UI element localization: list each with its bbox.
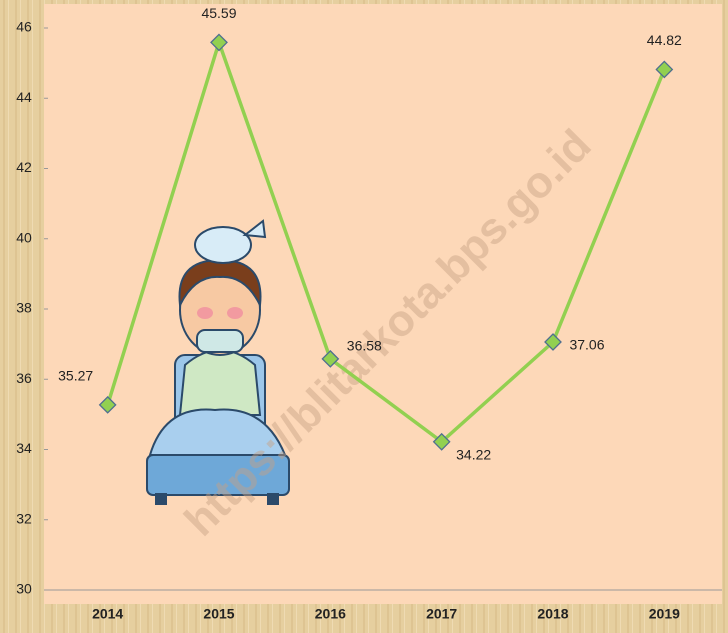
y-tick-label: 30 xyxy=(16,581,32,597)
x-tick-label: 2017 xyxy=(426,606,457,622)
y-tick-label: 40 xyxy=(16,229,32,245)
y-tick-label: 32 xyxy=(16,510,32,526)
x-tick-label: 2018 xyxy=(537,606,568,622)
y-tick-label: 46 xyxy=(16,19,32,35)
x-tick-label: 2019 xyxy=(649,606,680,622)
x-tick-label: 2015 xyxy=(203,606,234,622)
x-tick-label: 2014 xyxy=(92,606,123,622)
y-tick-label: 44 xyxy=(16,89,32,105)
data-label: 37.06 xyxy=(569,337,604,353)
y-tick-label: 36 xyxy=(16,370,32,386)
data-label: 36.58 xyxy=(347,338,382,354)
chart: https://blitarkota.bps.go.id 30323436384… xyxy=(0,0,728,633)
data-label: 45.59 xyxy=(201,5,236,21)
page: https://blitarkota.bps.go.id 30323436384… xyxy=(0,0,728,633)
data-label: 44.82 xyxy=(647,32,682,48)
data-label: 35.27 xyxy=(58,368,93,384)
y-tick-label: 34 xyxy=(16,440,32,456)
y-tick-label: 38 xyxy=(16,300,32,316)
data-label: 34.22 xyxy=(456,446,491,462)
x-tick-label: 2016 xyxy=(315,606,346,622)
y-tick-label: 42 xyxy=(16,159,32,175)
